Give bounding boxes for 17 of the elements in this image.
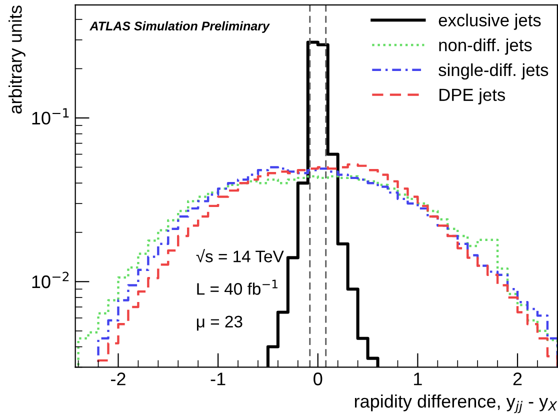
legend-label: non-diff. jets	[439, 38, 532, 55]
legend-label: single-diff. jets	[438, 63, 548, 80]
x-tick-label: 0	[314, 372, 322, 386]
legend-label: exclusive jets	[438, 14, 541, 30]
legend-label: DPE jets	[440, 88, 506, 104]
annotation: ATLAS Simulation Preliminary	[90, 21, 270, 33]
x-tick-label: 2	[513, 372, 522, 386]
x-tick-label: 1	[414, 372, 422, 386]
annotation: √s = 14 TeV	[196, 248, 284, 262]
y-tick-label: 10$^{−1}$	[32, 108, 69, 125]
y-axis-title: arbitrary units	[8, 6, 26, 114]
y-tick-label: 10$^{−2}$	[32, 272, 69, 288]
x-tick-label: -1	[210, 372, 226, 386]
x-axis-title: rapidity difference, y$_{jj}$ - y$_{X}$	[354, 394, 558, 414]
x-tick-label: -2	[111, 372, 126, 386]
annotation: μ = 23	[196, 316, 242, 331]
annotation: L = 40 fb$^{−1}$	[197, 280, 278, 295]
